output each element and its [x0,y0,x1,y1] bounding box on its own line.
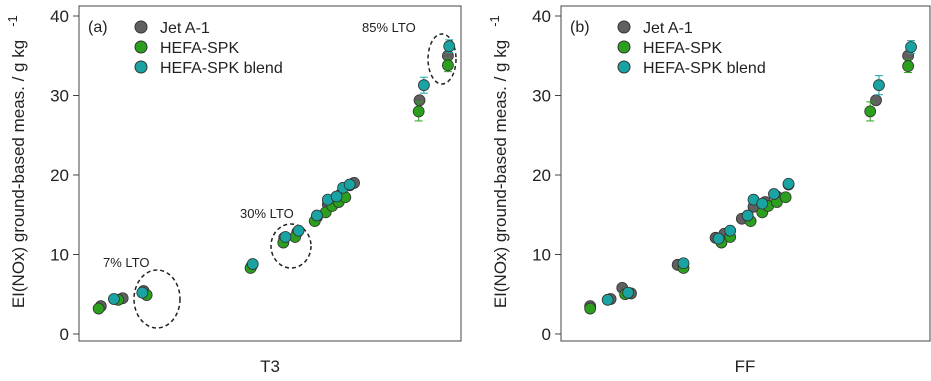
y-axis-title-b: EI(NOx) ground-based meas. / g kg [491,40,510,308]
legend-b: Jet A-1 HEFA-SPK HEFA-SPK blend [617,20,766,77]
data-point-hefa-spk-blend-a-9 [343,178,356,191]
annotation-label-7pct-lto: 7% LTO [103,255,149,270]
legend-label-hefa-spk-a: HEFA-SPK [160,40,239,57]
y-tick-label-a-10: 10 [50,246,69,265]
x-axis-title-a: T3 [260,357,280,376]
legend-marker-hefa-spk-b [617,40,631,54]
data-point-hefa-spk-blend-b-7 [756,197,769,210]
y-axis-a: 0 10 20 30 40 [50,7,79,344]
y-axis-title-superscript-b: -1 [487,15,502,27]
data-point-hefa-spk-a-12 [442,59,454,72]
legend-label-hefa-spk-blend-b: HEFA-SPK blend [643,60,766,77]
panel-b: 0 10 20 30 40 EI(NOx) ground-based meas. / g… [487,5,931,376]
y-tick-label-b-10: 10 [532,246,551,265]
annotation-ellipse-85pct-lto [427,33,457,85]
data-point-hefa-spk-blend-a-5 [311,209,323,222]
y-tick-label-a-0: 0 [60,325,69,344]
data-point-hefa-spk-a-0 [92,302,105,315]
legend-label-hefa-spk-b: HEFA-SPK [643,40,722,57]
y-tick-label-a-40: 40 [50,7,69,26]
data-point-hefa-spk-b-0 [584,302,597,315]
y-tick-label-b-20: 20 [532,166,551,185]
annotation-ellipse-7pct-lto [133,269,181,329]
legend-marker-jet-a1-b [617,20,631,34]
panel-a: 0 10 20 30 40 EI(NOx) ground-based meas. / g… [5,5,462,376]
data-point-hefa-spk-blend-b-8 [768,188,780,200]
data-point-hefa-spk-blend-b-2 [677,257,690,270]
data-point-hefa-spk-blend-b-11 [905,41,917,53]
data-point-hefa-spk-blend-b-1 [622,286,634,299]
data-point-hefa-spk-b-9 [779,191,792,204]
data-point-hefa-spk-blend-a-10 [417,79,430,92]
data-point-hefa-spk-a-11 [412,105,425,118]
data-point-hefa-spk-blend-b-9 [782,177,795,190]
plot-frame-b [560,5,931,342]
data-point-hefa-spk-blend-a-1 [136,286,149,299]
data-point-hefa-spk-blend-b-5 [741,209,754,222]
legend-label-jet-a1-b: Jet A-1 [643,20,693,37]
y-axis-b: 0 10 20 30 40 [532,7,561,344]
data-point-hefa-spk-b-10 [864,105,877,118]
data-points-a [92,39,456,315]
data-point-jet-a-1-b-12 [870,94,882,107]
legend-marker-hefa-spk-a [134,40,148,54]
y-tick-label-b-40: 40 [532,7,551,26]
y-tick-label-b-0: 0 [542,325,551,344]
legend-label-hefa-spk-blend-a: HEFA-SPK blend [160,60,283,77]
panel-label-b: (b) [570,19,590,36]
data-point-hefa-spk-blend-b-3 [712,232,725,245]
data-point-hefa-spk-blend-b-4 [724,224,737,237]
data-point-hefa-spk-blend-b-10 [873,79,885,92]
legend-label-jet-a1-a: Jet A-1 [160,20,210,37]
legend-marker-hefa-spk-blend-b [617,60,631,74]
y-tick-label-a-20: 20 [50,166,69,185]
data-point-hefa-spk-b-11 [902,60,915,72]
panel-label-a: (a) [88,19,108,36]
annotation-label-30pct-lto: 30% LTO [240,206,294,221]
data-point-hefa-spk-blend-a-2 [246,258,259,270]
data-points-b [584,40,917,315]
y-axis-title-a: EI(NOx) ground-based meas. / g kg [9,40,28,308]
annotations-a: 7% LTO 30% LTO 85% LTO [103,20,457,329]
legend-a: Jet A-1 HEFA-SPK HEFA-SPK blend [134,20,283,77]
legend-marker-hefa-spk-blend-a [134,60,148,74]
legend-marker-jet-a1-a [134,20,148,34]
plot-frame-a [78,5,462,342]
data-point-jet-a-1-a-12 [413,94,426,107]
x-axis-title-b: FF [735,357,756,376]
annotation-label-85pct-lto: 85% LTO [362,20,416,35]
y-axis-title-superscript-a: -1 [5,15,20,27]
data-point-hefa-spk-blend-b-0 [601,293,614,306]
data-point-hefa-spk-blend-a-11 [443,40,456,53]
y-tick-label-a-30: 30 [50,87,69,106]
data-point-hefa-spk-blend-a-4 [292,224,305,237]
data-point-hefa-spk-blend-a-3 [279,231,292,243]
data-point-hefa-spk-blend-a-0 [108,293,120,305]
annotation-ellipse-30pct-lto [270,223,312,269]
data-point-hefa-spk-blend-a-7 [330,190,343,203]
y-tick-label-b-30: 30 [532,87,551,106]
